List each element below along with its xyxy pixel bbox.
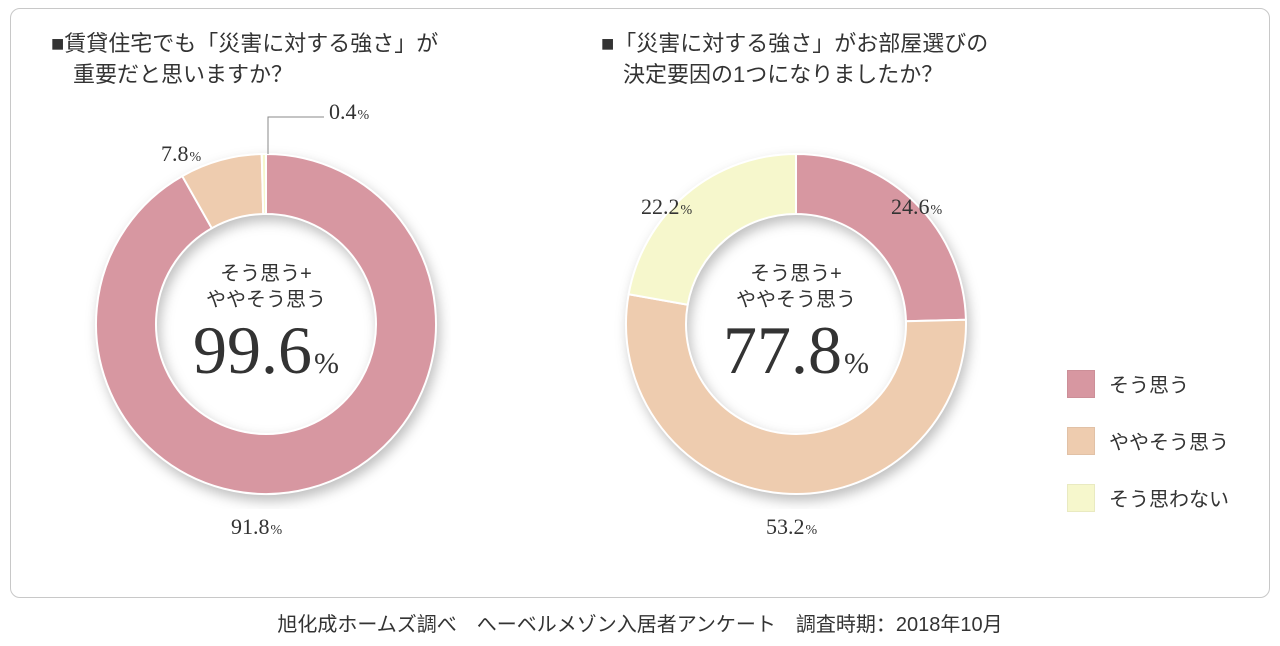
donut-2-slice-label-3: 22.2% — [641, 194, 692, 220]
donut-1-leader — [81, 139, 451, 509]
question-2: ■「災害に対する強さ」がお部屋選びの 決定要因の1つになりましたか？ — [601, 29, 988, 91]
legend-label-2: ややそう思う — [1109, 426, 1229, 455]
legend-item-1: そう思う — [1067, 369, 1229, 398]
question-1-line1: ■賃貸住宅でも「災害に対する強さ」が — [51, 31, 438, 56]
question-2-line1: ■「災害に対する強さ」がお部屋選びの — [601, 31, 988, 56]
donut-1-slice-label-1: 91.8% — [231, 514, 282, 540]
legend-swatch-1 — [1067, 370, 1095, 398]
chart-panel: ■賃貸住宅でも「災害に対する強さ」が 重要だと思いますか？ ■「災害に対する強さ… — [10, 8, 1270, 598]
legend-swatch-3 — [1067, 484, 1095, 512]
donut-chart-2: そう思う+ ややそう思う 77.8% 24.6% 53.2% 22.2% — [611, 139, 981, 509]
question-1: ■賃貸住宅でも「災害に対する強さ」が 重要だと思いますか？ — [51, 29, 438, 91]
legend-label-3: そう思わない — [1109, 483, 1229, 512]
footer-source: 旭化成ホームズ調べ へーベルメゾン入居者アンケート 調査時期：2018年10月 — [0, 608, 1280, 637]
question-2-line2: 決定要因の1つになりましたか？ — [601, 62, 943, 87]
legend-item-3: そう思わない — [1067, 483, 1229, 512]
donut-2-slice-label-2: 53.2% — [766, 514, 817, 540]
legend-label-1: そう思う — [1109, 369, 1189, 398]
donut-2-slice-label-1: 24.6% — [891, 194, 942, 220]
legend: そう思う ややそう思う そう思わない — [1067, 369, 1229, 540]
legend-item-2: ややそう思う — [1067, 426, 1229, 455]
legend-swatch-2 — [1067, 427, 1095, 455]
donut-1-slice-label-3: 0.4% — [329, 99, 369, 125]
donut-chart-1: そう思う+ ややそう思う 99.6% 91.8% 7.8% 0.4% — [81, 139, 451, 509]
question-1-line2: 重要だと思いますか？ — [51, 62, 293, 87]
